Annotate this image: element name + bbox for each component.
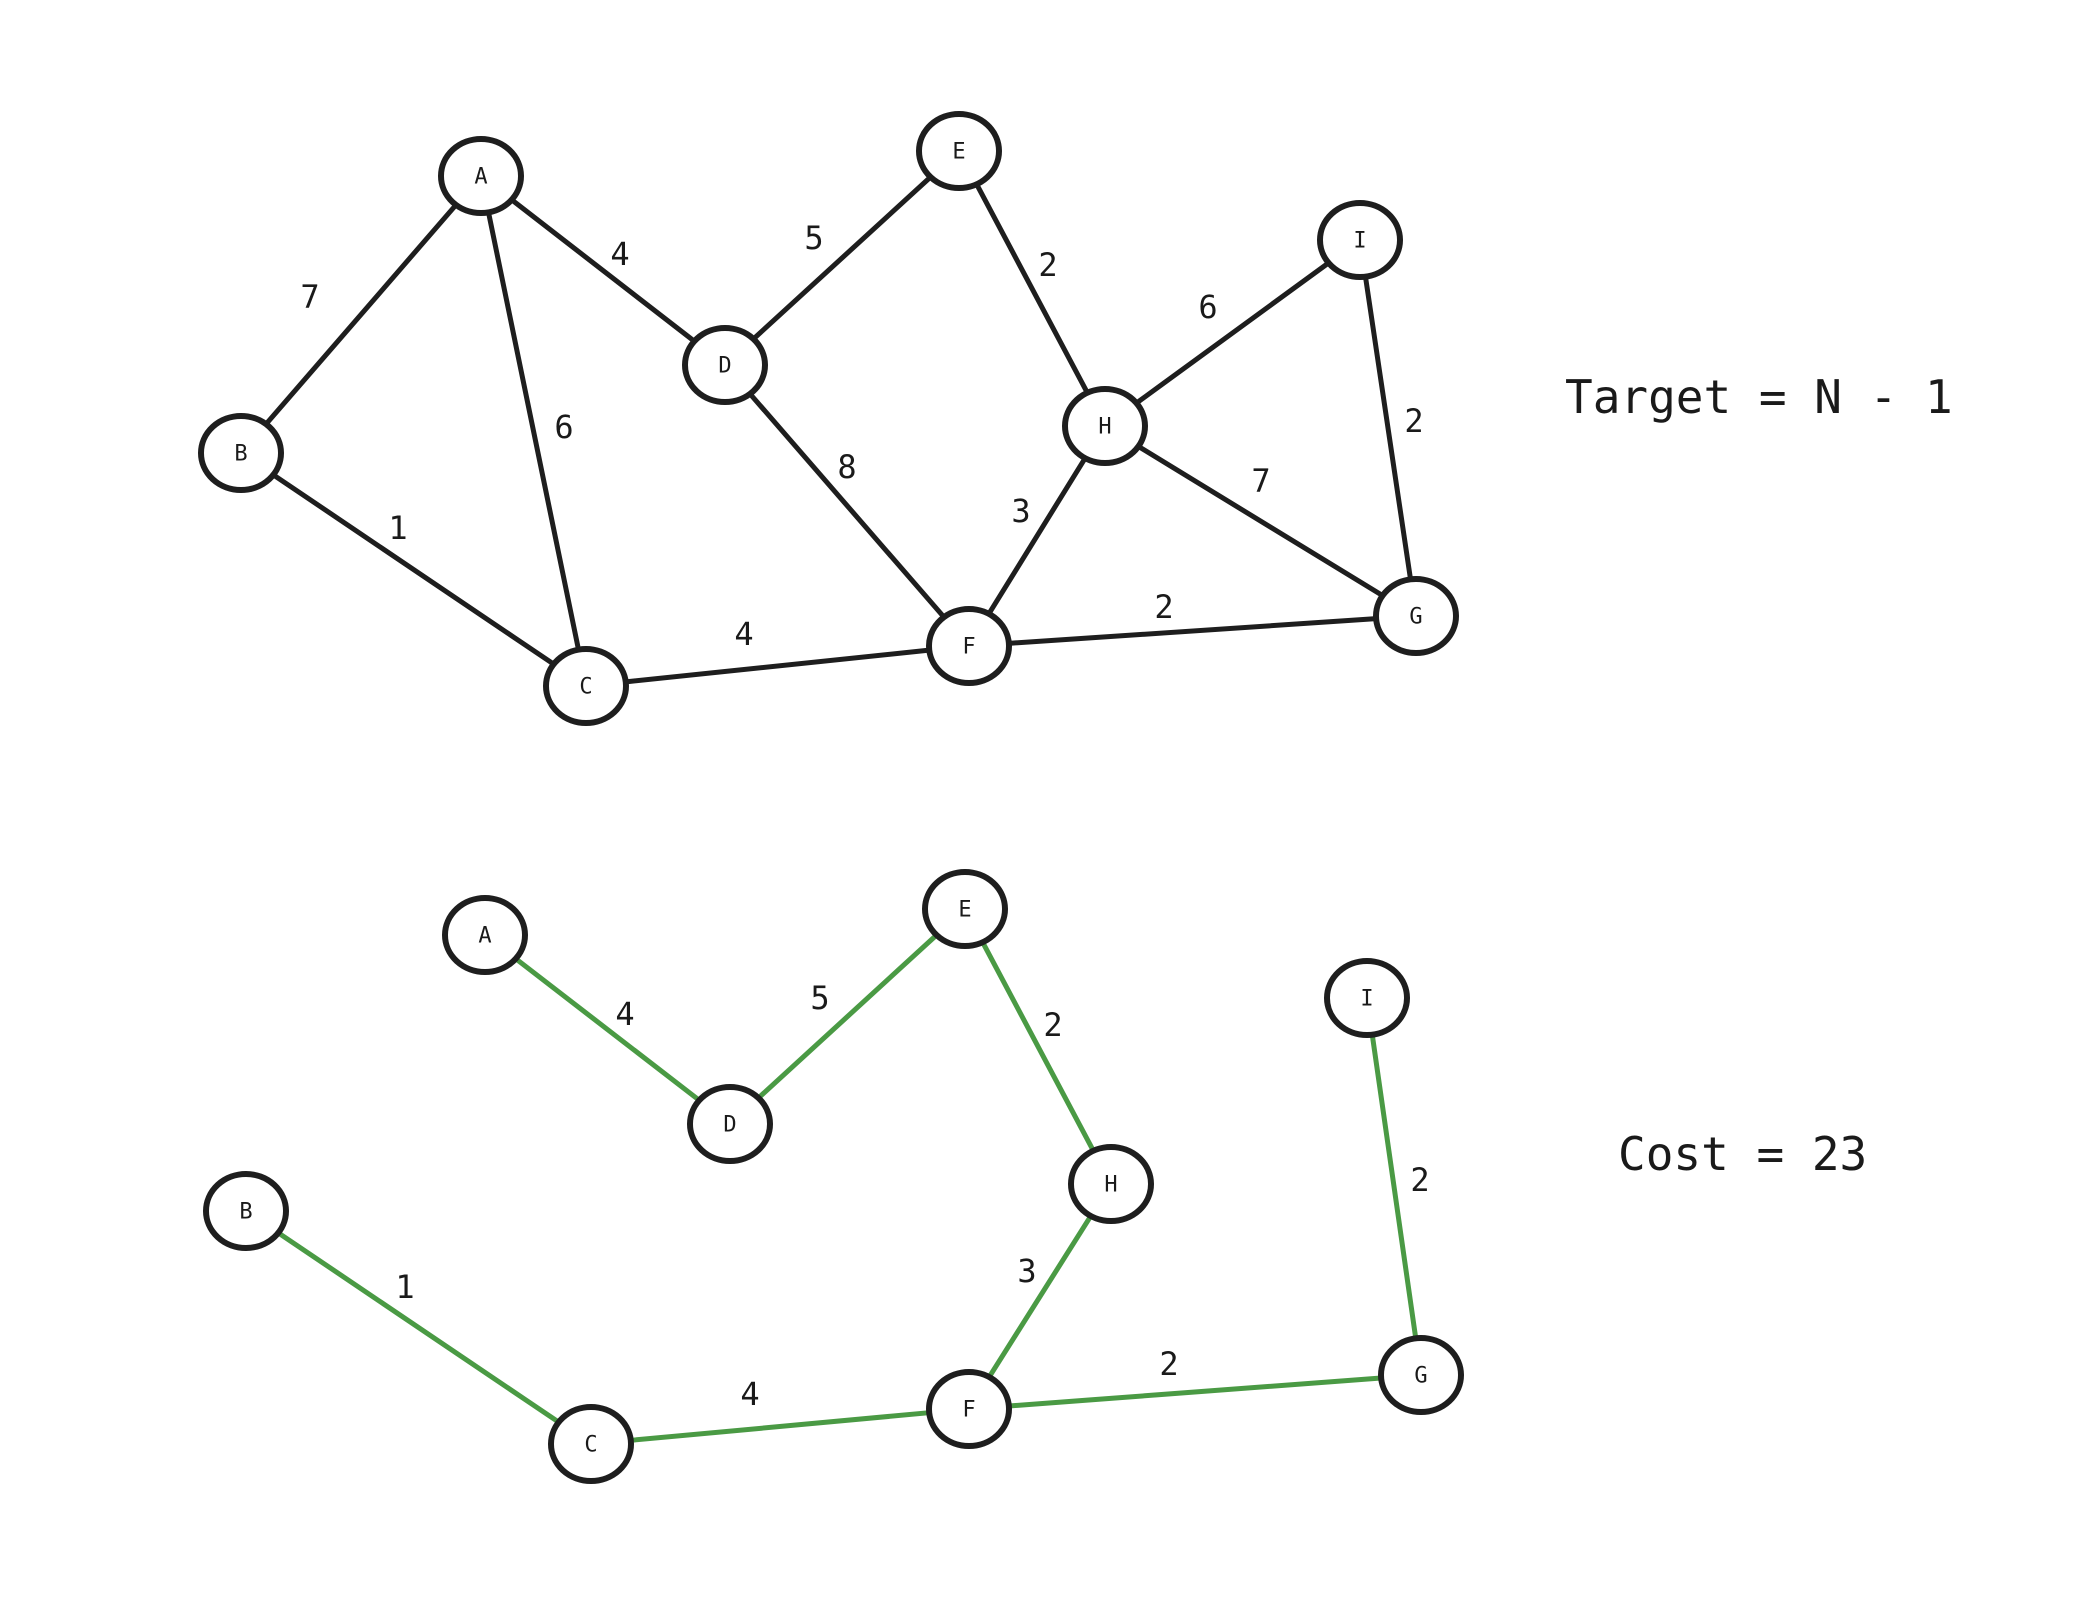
graph-edge-HI — [1134, 261, 1331, 405]
graph-node-D — [682, 325, 768, 405]
graph-weight-FG: 2 — [1154, 588, 1173, 626]
graph-node-label-A: A — [474, 165, 487, 190]
graph-node-F — [926, 606, 1012, 686]
graph-edge-EH — [975, 183, 1089, 394]
mst-node-D — [687, 1084, 773, 1164]
graph-node-A — [438, 136, 524, 216]
mst-node-label-F: F — [962, 1398, 975, 1423]
mst-weight-FG: 2 — [1159, 1345, 1178, 1383]
mst-nodes: A B C D E F G H I — [203, 869, 1464, 1484]
graph-weight-AB: 7 — [300, 278, 319, 316]
graph-weight-IG: 2 — [1404, 402, 1423, 440]
target-caption: Target = N - 1 — [1565, 370, 1953, 424]
graph-edge-BC — [271, 472, 556, 667]
mst-node-F — [926, 1369, 1012, 1449]
graph-node-I — [1317, 200, 1403, 280]
graph-node-B — [198, 413, 284, 493]
mst-node-label-B: B — [239, 1200, 252, 1225]
graph-weight-HF: 3 — [1011, 492, 1030, 530]
graph-node-label-D: D — [718, 354, 731, 379]
mst-node-label-C: C — [584, 1433, 597, 1458]
mst-weight-BC: 1 — [395, 1268, 414, 1306]
mst-node-H — [1068, 1144, 1154, 1224]
full-graph-edges: 7 6 4 1 5 8 2 6 2 3 7 4 2 — [264, 175, 1424, 685]
mst-node-label-E: E — [958, 898, 971, 923]
graph-edge-DE — [752, 175, 932, 341]
graph-weight-HG: 7 — [1251, 462, 1270, 500]
graph-node-label-G: G — [1409, 605, 1422, 630]
graph-weight-BC: 1 — [388, 509, 407, 547]
graph-node-H — [1062, 386, 1148, 466]
mst-weight-EH: 2 — [1043, 1006, 1062, 1044]
mst-weight-HF: 3 — [1017, 1252, 1036, 1290]
graph-edge-AD — [510, 197, 696, 344]
graph-node-label-F: F — [962, 635, 975, 660]
mst-node-G — [1378, 1335, 1464, 1415]
graph-node-E — [916, 111, 1002, 191]
graph-node-label-E: E — [952, 140, 965, 165]
cost-caption: Cost = 23 — [1618, 1127, 1867, 1181]
mst-node-label-D: D — [723, 1113, 736, 1138]
graph-edge-FG — [1006, 616, 1379, 646]
graph-node-label-B: B — [234, 442, 247, 467]
mst-edge-BC — [276, 1230, 561, 1425]
graph-edge-AC — [486, 212, 581, 650]
graph-node-label-H: H — [1098, 415, 1111, 440]
mst-node-I — [1324, 958, 1410, 1038]
graph-weight-EH: 2 — [1038, 246, 1057, 284]
graph-weight-AC: 6 — [554, 408, 573, 446]
graph-weight-DF: 8 — [837, 448, 856, 486]
mst-edge-CF — [628, 1410, 932, 1443]
graph-weight-DE: 5 — [804, 219, 823, 257]
graph-node-label-C: C — [579, 675, 592, 700]
graph-edge-IG — [1363, 277, 1413, 579]
mst-weight-AD: 4 — [615, 995, 634, 1033]
mst-node-label-G: G — [1414, 1364, 1427, 1389]
mst-edge-AD — [514, 956, 701, 1103]
graph-edge-HG — [1136, 444, 1385, 598]
mst-node-C — [548, 1404, 634, 1484]
mst-node-label-A: A — [478, 924, 491, 949]
mst-node-label-H: H — [1104, 1173, 1117, 1198]
mst-edge-DE — [757, 933, 938, 1100]
graph-node-C — [543, 646, 629, 726]
mst-weight-DE: 5 — [810, 979, 829, 1017]
graph-edge-HF — [987, 457, 1087, 615]
mst-edges: 4 5 2 2 1 3 4 2 — [276, 933, 1430, 1443]
graph-edge-AB — [264, 203, 458, 426]
graph-node-label-I: I — [1353, 229, 1366, 254]
mst-weight-IG: 2 — [1410, 1161, 1429, 1199]
mst-edge-EH — [981, 941, 1095, 1152]
graph-edge-CF — [623, 647, 932, 685]
mst-node-A — [442, 895, 528, 975]
mst-node-label-I: I — [1360, 987, 1373, 1012]
full-graph-nodes: A B C D E F G H I — [198, 111, 1459, 726]
mst-edge-HF — [987, 1215, 1093, 1378]
graph-weight-CF: 4 — [734, 615, 753, 653]
graph-edge-DF — [748, 392, 946, 619]
mst-node-E — [922, 869, 1008, 949]
graph-weight-AD: 4 — [610, 235, 629, 273]
graph-weight-HI: 6 — [1198, 288, 1217, 326]
mst-edge-FG — [1006, 1375, 1384, 1409]
mst-edge-IG — [1370, 1035, 1418, 1338]
graph-node-G — [1373, 576, 1459, 656]
mst-weight-CF: 4 — [740, 1375, 759, 1413]
mst-node-B — [203, 1171, 289, 1251]
